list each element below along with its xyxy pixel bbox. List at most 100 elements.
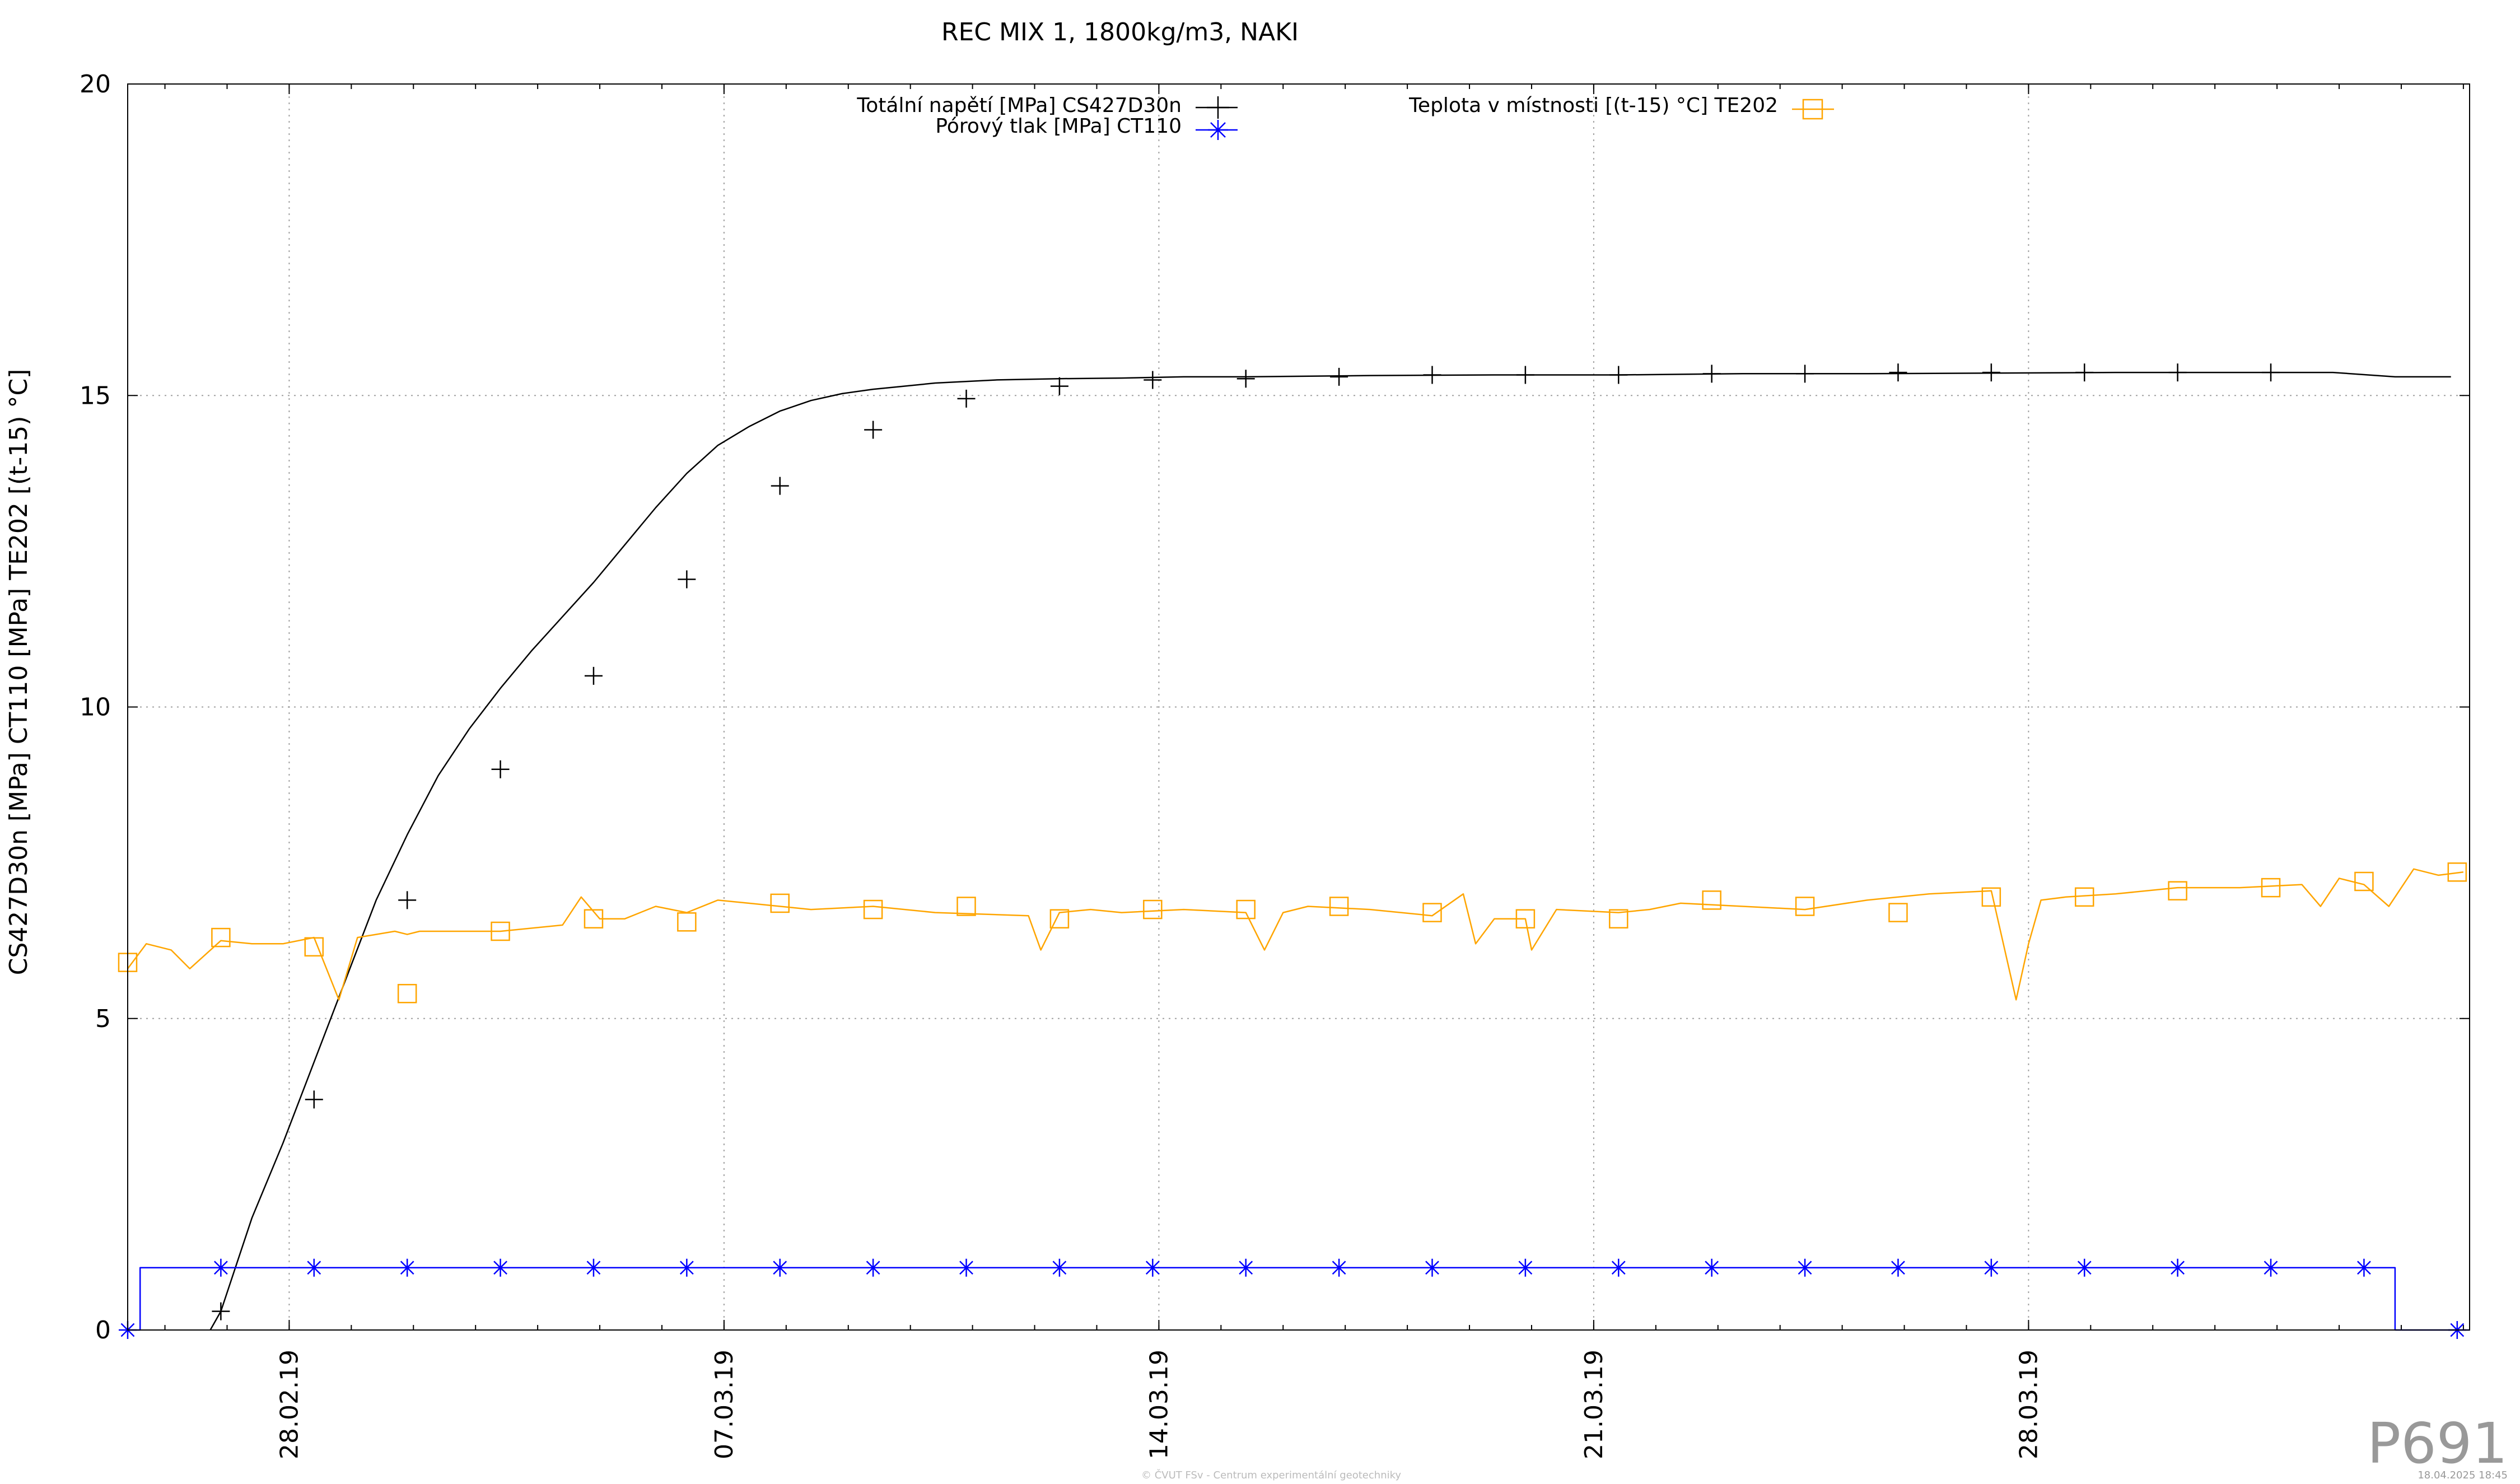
- y-tick-label: 10: [80, 693, 111, 722]
- data-point-pore-pressure: [678, 1258, 696, 1277]
- data-point-pore-pressure: [491, 1258, 510, 1277]
- y-axis-label: CS427D30n [MPa] CT110 [MPa] TE202 [(t-15…: [4, 369, 33, 976]
- data-point-pore-pressure: [1236, 1258, 1255, 1277]
- data-point-room-temperature: [2168, 881, 2187, 900]
- data-point-room-temperature: [1329, 897, 1349, 916]
- data-point-total-stress: [2262, 363, 2280, 382]
- data-point-pore-pressure: [2355, 1258, 2373, 1277]
- data-point-total-stress: [1236, 370, 1255, 388]
- data-point-room-temperature: [863, 899, 883, 920]
- data-point-total-stress: [1050, 377, 1068, 395]
- legend-label-total-stress: Totální napětí [MPa] CS427D30n: [856, 94, 1182, 117]
- data-point-room-temperature: [491, 921, 510, 941]
- data-point-room-temperature: [1236, 899, 1256, 920]
- data-point-total-stress: [398, 891, 417, 909]
- data-point-pore-pressure: [2075, 1258, 2094, 1277]
- legend-label-pore-pressure: Pórový tlak [MPa] CT110: [935, 115, 1182, 138]
- data-point-room-temperature: [1702, 890, 1721, 910]
- grid: [128, 84, 2470, 1330]
- data-point-pore-pressure: [1516, 1258, 1534, 1277]
- data-point-total-stress: [864, 421, 883, 439]
- data-point-total-stress: [2168, 363, 2187, 382]
- y-tick-label: 5: [95, 1005, 111, 1033]
- data-point-pore-pressure: [2168, 1258, 2187, 1277]
- data-point-total-stress: [1982, 363, 2000, 382]
- legend: Totální napětí [MPa] CS427D30n Pórový tl…: [856, 94, 1834, 140]
- series-line-total-stress: [209, 371, 2451, 1331]
- data-point-room-temperature: [1981, 887, 2001, 907]
- data-point-pore-pressure: [864, 1258, 883, 1277]
- data-point-pore-pressure: [1889, 1258, 1907, 1277]
- data-point-pore-pressure: [1609, 1258, 1628, 1277]
- axes: 0 5 10 15 20 28.02.19 07.03.19 14.03.19 21.03.19…: [80, 70, 2470, 1459]
- data-point-total-stress: [1702, 365, 1721, 383]
- data-point-room-temperature: [1515, 909, 1536, 928]
- data-point-room-temperature: [2354, 871, 2374, 892]
- y-tick-label: 0: [95, 1316, 111, 1345]
- data-point-pore-pressure: [1796, 1258, 1814, 1277]
- data-point-room-temperature: [770, 893, 790, 913]
- x-tick-label: 28.02.19: [275, 1350, 304, 1459]
- series-total-stress: [209, 363, 2451, 1331]
- data-point-room-temperature: [304, 937, 324, 957]
- data-point-total-stress: [1889, 363, 1907, 382]
- x-tick-label: 07.03.19: [710, 1350, 739, 1459]
- data-point-pore-pressure: [584, 1258, 603, 1277]
- data-point-total-stress: [1516, 366, 1534, 384]
- data-point-pore-pressure: [1144, 1258, 1162, 1277]
- data-point-room-temperature: [2447, 862, 2467, 882]
- data-point-total-stress: [1330, 367, 1348, 386]
- data-point-room-temperature: [1888, 903, 1908, 922]
- data-point-pore-pressure: [305, 1258, 323, 1277]
- data-point-total-stress: [678, 570, 696, 589]
- data-point-room-temperature: [956, 897, 976, 916]
- data-point-total-stress: [1144, 371, 1162, 389]
- data-point-room-temperature: [1143, 899, 1163, 920]
- data-point-room-temperature: [584, 909, 604, 928]
- x-tick-label: 28.03.19: [2014, 1350, 2043, 1459]
- data-point-pore-pressure: [771, 1258, 789, 1277]
- data-point-room-temperature: [677, 912, 697, 932]
- data-point-pore-pressure: [212, 1258, 230, 1277]
- y-tick-label: 20: [80, 70, 111, 99]
- data-point-pore-pressure: [1982, 1258, 2000, 1277]
- data-point-pore-pressure: [1423, 1258, 1441, 1277]
- data-point-room-temperature: [1049, 909, 1070, 928]
- legend-sample-total-stress: [1196, 96, 1238, 119]
- legend-sample-room-temperature: [1792, 99, 1834, 120]
- data-point-room-temperature: [1795, 897, 1815, 916]
- footer-copyright: © ČVUT FSv - Centrum experimentální geot…: [1141, 1469, 1401, 1481]
- data-point-total-stress: [584, 666, 603, 685]
- data-point-total-stress: [212, 1302, 230, 1320]
- data-point-total-stress: [1423, 366, 1441, 384]
- data-point-room-temperature: [2074, 887, 2094, 907]
- data-point-pore-pressure: [1330, 1258, 1348, 1277]
- data-point-total-stress: [1796, 365, 1814, 383]
- data-point-room-temperature: [1609, 909, 1628, 928]
- data-point-total-stress: [2075, 363, 2094, 382]
- data-point-room-temperature: [1422, 903, 1442, 922]
- legend-label-room-temperature: Teplota v místnosti [(t-15) °C] TE202: [1408, 94, 1778, 117]
- series-line-room-temperature: [127, 868, 2464, 1001]
- data-point-total-stress: [1609, 366, 1628, 384]
- figure-id: P691: [2367, 1411, 2508, 1476]
- data-point-total-stress: [771, 477, 789, 495]
- data-point-room-temperature: [2261, 878, 2281, 898]
- data-point-pore-pressure: [1702, 1258, 1721, 1277]
- y-tick-label: 15: [80, 381, 111, 410]
- data-point-pore-pressure: [957, 1258, 976, 1277]
- data-point-room-temperature: [211, 927, 231, 948]
- data-point-pore-pressure: [2262, 1258, 2280, 1277]
- legend-sample-pore-pressure: [1196, 120, 1238, 140]
- x-tick-label: 14.03.19: [1145, 1350, 1173, 1459]
- x-tick-label: 21.03.19: [1580, 1350, 1608, 1459]
- data-point-total-stress: [491, 760, 510, 778]
- data-point-total-stress: [957, 389, 976, 408]
- data-point-pore-pressure: [398, 1258, 417, 1277]
- footer-timestamp: 18.04.2025 18:45: [2418, 1469, 2508, 1481]
- plot-frame: [127, 83, 2470, 1331]
- data-point-pore-pressure: [1050, 1258, 1068, 1277]
- data-point-total-stress: [305, 1090, 323, 1109]
